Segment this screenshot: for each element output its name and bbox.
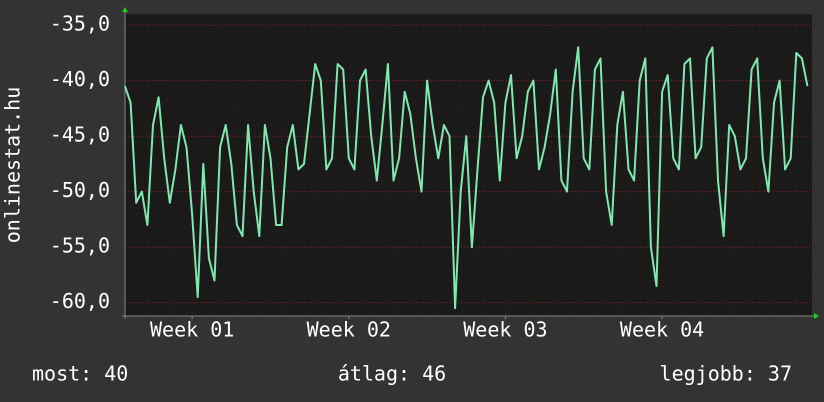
y-arrow: [122, 7, 128, 12]
x-tick-label: Week 03: [463, 318, 547, 342]
footer-best: legjobb: 37: [660, 362, 792, 386]
x-tick-label: Week 01: [150, 318, 234, 342]
y-axis-label: onlinestat.hu: [1, 87, 25, 244]
y-tick-label: -40,0: [50, 67, 110, 91]
x-tick-label: Week 02: [307, 318, 391, 342]
y-tick-label: -50,0: [50, 178, 110, 202]
y-tick-label: -55,0: [50, 234, 110, 258]
data-line: [124, 46, 809, 310]
x-arrow: [814, 313, 819, 319]
y-tick-label: -35,0: [50, 12, 110, 36]
x-tick-label: Week 04: [620, 318, 704, 342]
footer-current: most: 40: [32, 362, 128, 386]
footer-average: átlag: 46: [338, 362, 446, 386]
y-tick-label: -45,0: [50, 123, 110, 147]
y-tick-label: -60,0: [50, 289, 110, 313]
